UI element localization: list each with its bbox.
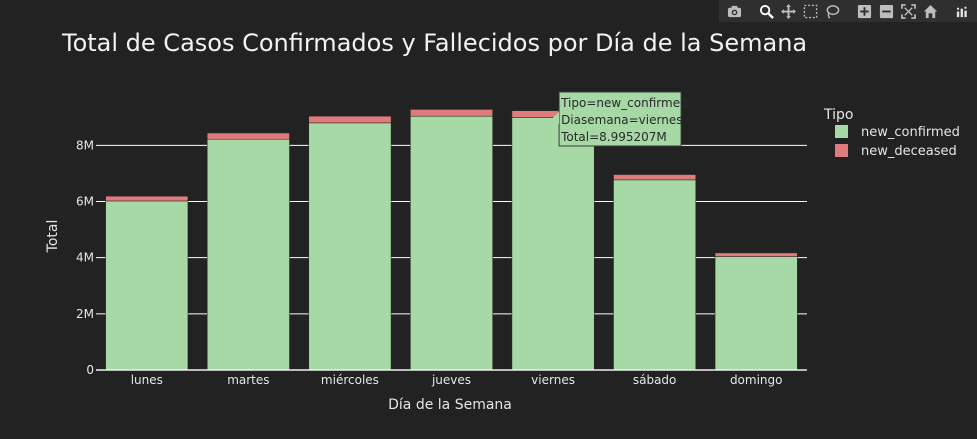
bar-new_deceased-lunes[interactable] (106, 196, 188, 201)
y-tick-label: 6M (76, 195, 94, 209)
bars (106, 109, 798, 370)
bar-new_confirmed-jueves[interactable] (410, 116, 492, 370)
bar-new_confirmed-lunes[interactable] (106, 201, 188, 370)
x-tick-label: viernes (531, 373, 575, 387)
x-tick-label: martes (227, 373, 269, 387)
bar-new_deceased-domingo[interactable] (715, 253, 797, 257)
y-tick-label: 2M (76, 307, 94, 321)
chart-title: Total de Casos Confirmados y Fallecidos … (61, 29, 807, 57)
bar-new_confirmed-miércoles[interactable] (309, 123, 391, 370)
bar-new_confirmed-viernes[interactable] (512, 117, 594, 370)
bar-new_deceased-jueves[interactable] (410, 109, 492, 116)
legend: Tipo new_confirmed new_deceased (823, 107, 960, 159)
x-tick-label: miércoles (321, 373, 379, 387)
bar-new_deceased-sábado[interactable] (614, 175, 696, 180)
hover-tooltip: Tipo=new_confirmed Diasemana=viernes Total… (553, 92, 688, 146)
y-tick-label: 8M (76, 138, 94, 152)
legend-swatch[interactable] (835, 125, 848, 138)
tooltip-line: Total=8.995207M (560, 130, 667, 144)
legend-label[interactable]: new_deceased (861, 144, 957, 159)
bar-new_confirmed-martes[interactable] (207, 139, 289, 370)
x-tick-label: lunes (131, 373, 163, 387)
x-tick-label: jueves (431, 373, 471, 387)
x-tick-label: domingo (730, 373, 783, 387)
tooltip-line: Diasemana=viernes (561, 113, 682, 127)
x-axis-title: Día de la Semana (388, 397, 512, 413)
legend-swatch[interactable] (835, 144, 848, 157)
x-axis-ticks: lunes martes miércoles jueves viernes sábado d… (131, 373, 783, 387)
bar-new_confirmed-sábado[interactable] (614, 180, 696, 370)
y-axis-title: Total (45, 220, 61, 254)
y-tick-label: 0 (86, 363, 94, 377)
y-axis-ticks: 0 2M 4M 6M 8M (76, 138, 94, 377)
legend-label[interactable]: new_confirmed (861, 125, 960, 140)
bar-new_deceased-miércoles[interactable] (309, 116, 391, 123)
legend-title: Tipo (823, 107, 853, 123)
bar-new_deceased-martes[interactable] (207, 133, 289, 139)
tooltip-line: Tipo=new_confirmed (560, 96, 688, 110)
bar-new_confirmed-domingo[interactable] (715, 257, 797, 370)
x-tick-label: sábado (633, 373, 677, 387)
y-tick-label: 4M (76, 251, 94, 265)
